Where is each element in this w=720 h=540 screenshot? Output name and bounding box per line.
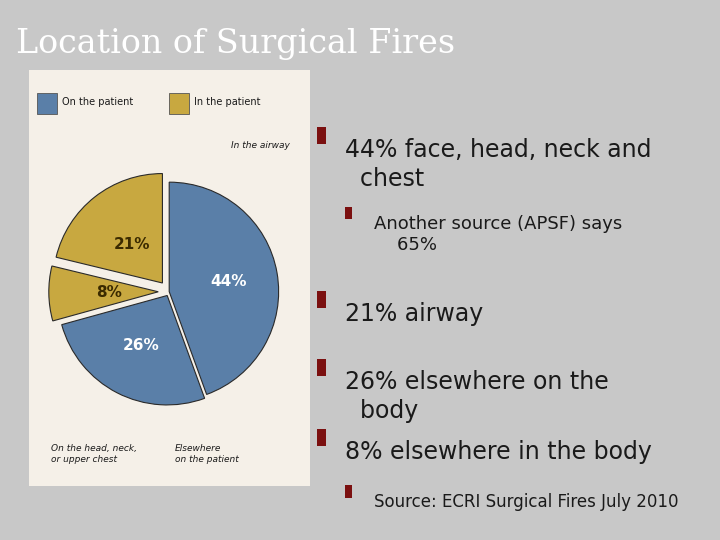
Bar — [169, 93, 189, 114]
Wedge shape — [56, 173, 163, 283]
Bar — [317, 291, 325, 308]
Wedge shape — [62, 295, 204, 405]
Text: Elsewhere
on the patient: Elsewhere on the patient — [175, 444, 238, 464]
Bar — [346, 207, 352, 219]
Wedge shape — [49, 266, 158, 321]
Text: Elsewhere
in the patient: Elsewhere in the patient — [209, 248, 269, 267]
Text: 44%: 44% — [210, 274, 247, 289]
Bar — [317, 127, 325, 144]
Text: Location of Surgical Fires: Location of Surgical Fires — [16, 28, 455, 60]
Text: On the patient: On the patient — [63, 97, 134, 107]
Wedge shape — [169, 182, 279, 394]
Text: Source: ECRI Surgical Fires July 2010: Source: ECRI Surgical Fires July 2010 — [374, 494, 678, 511]
Bar — [317, 429, 325, 446]
Text: 26% elsewhere on the
  body: 26% elsewhere on the body — [346, 370, 609, 423]
Bar — [37, 93, 57, 114]
Text: In the airway: In the airway — [231, 140, 290, 150]
Text: 26%: 26% — [123, 338, 160, 353]
Text: On the head, neck,
or upper chest: On the head, neck, or upper chest — [51, 444, 138, 464]
Bar — [346, 485, 352, 498]
Text: 44% face, head, neck and
  chest: 44% face, head, neck and chest — [346, 138, 652, 191]
Text: 8% elsewhere in the body: 8% elsewhere in the body — [346, 440, 652, 464]
Text: 21%: 21% — [114, 237, 150, 252]
Text: 8%: 8% — [96, 285, 122, 300]
Text: In the patient: In the patient — [194, 97, 261, 107]
Text: Another source (APSF) says
    65%: Another source (APSF) says 65% — [374, 215, 622, 254]
Bar — [317, 359, 325, 376]
Text: 21% airway: 21% airway — [346, 302, 484, 326]
